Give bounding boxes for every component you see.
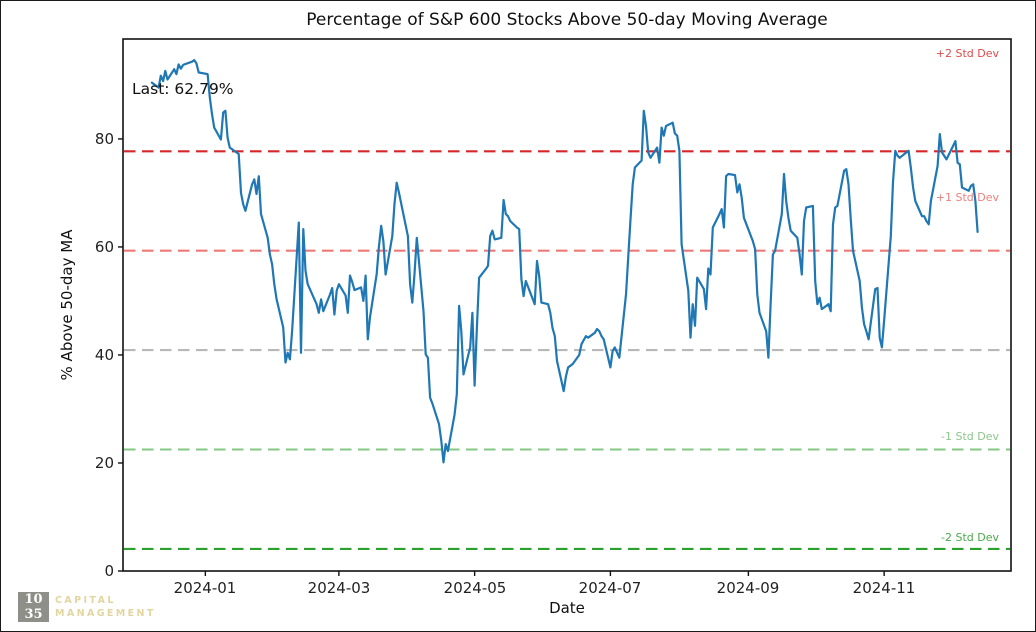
y-tick-label: 0 (104, 562, 114, 580)
minus2-std-dev-label: -2 Std Dev (941, 531, 999, 544)
y-tick-label: 20 (94, 454, 114, 472)
y-tick-label: 40 (94, 346, 114, 364)
x-tick-label: 2024-03 (307, 579, 371, 597)
x-tick-label: 2024-05 (443, 579, 507, 597)
plus1-std-dev-label: +1 Std Dev (935, 191, 999, 204)
minus1-std-dev-label: -1 Std Dev (941, 430, 999, 443)
logo-company-name: CAPITAL MANAGEMENT (55, 594, 156, 620)
x-axis-label: Date (549, 599, 585, 617)
logo-1035-box: 10 35 (18, 592, 49, 622)
plot-border (122, 38, 1012, 572)
x-tick-label: 2024-09 (716, 579, 780, 597)
chart-title: Percentage of S&P 600 Stocks Above 50-da… (306, 10, 828, 30)
y-tick-label: 60 (94, 238, 114, 256)
logo-box-line1: 10 (24, 592, 43, 607)
company-logo: 10 35 CAPITAL MANAGEMENT (18, 592, 156, 622)
last-value-annotation: Last: 62.79% (132, 80, 234, 98)
series-line (150, 58, 979, 464)
logo-name-line1: CAPITAL (55, 595, 116, 606)
x-tick-label: 2024-01 (173, 579, 237, 597)
x-tick-label: 2024-11 (852, 579, 916, 597)
plus2-std-dev-label: +2 Std Dev (935, 47, 999, 60)
y-tick-label: 80 (94, 130, 114, 148)
x-tick-label: 2024-07 (578, 579, 642, 597)
logo-name-line2: MANAGEMENT (55, 608, 156, 619)
logo-box-line2: 35 (24, 607, 43, 622)
